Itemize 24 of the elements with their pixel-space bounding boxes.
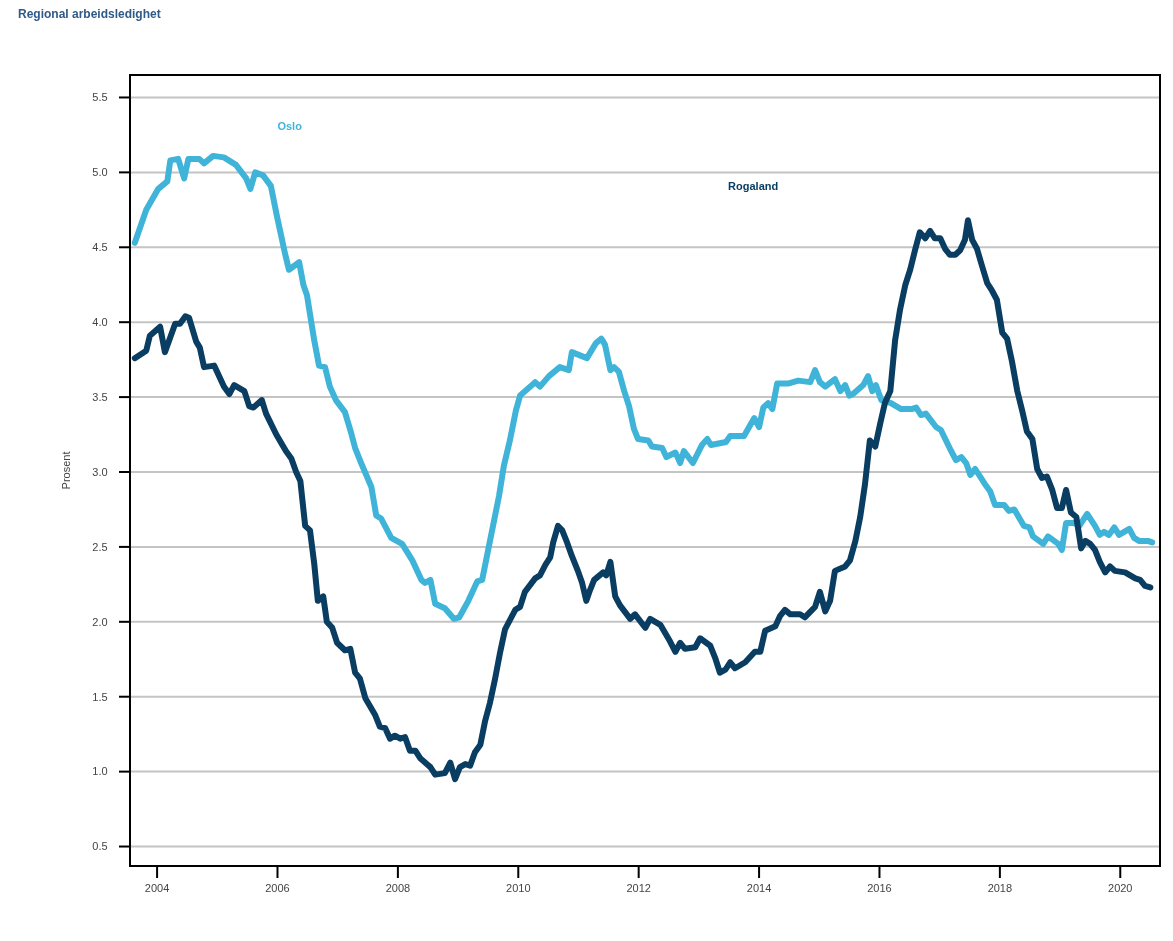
x-tick-label: 2004: [144, 882, 170, 894]
text: Oslo: [277, 120, 303, 133]
y-tick-label: 4.0: [92, 316, 108, 329]
y-tick-label: 5.0: [92, 166, 108, 179]
text: Rogaland: [728, 179, 779, 192]
y-tick-label: 4.5: [92, 241, 108, 254]
x-tick-label: 2008: [385, 882, 411, 894]
y-tick-label: 1.0: [92, 765, 108, 778]
x-tick-label: 2020: [1108, 882, 1133, 894]
x-tick-label: 2010: [506, 882, 531, 894]
y-tick-label: 3.5: [92, 390, 108, 403]
y-axis-title: Prosent: [60, 451, 72, 490]
y-tick-label: 2.5: [92, 540, 108, 553]
x-tick-label: 2016: [867, 882, 892, 894]
chart-title: Regional arbeidsledighet: [18, 7, 161, 21]
y-tick-label: 2.0: [92, 615, 108, 628]
y-tick-label: 3.0: [92, 465, 108, 478]
x-tick-label: 2006: [265, 882, 290, 894]
y-tick-label: 0.5: [92, 840, 108, 853]
x-tick-label: 2018: [987, 882, 1013, 894]
x-tick-label: 2014: [746, 882, 772, 894]
y-tick-label: 1.5: [92, 690, 108, 703]
x-tick-label: 2012: [626, 882, 651, 894]
y-tick-label: 5.5: [92, 91, 108, 104]
